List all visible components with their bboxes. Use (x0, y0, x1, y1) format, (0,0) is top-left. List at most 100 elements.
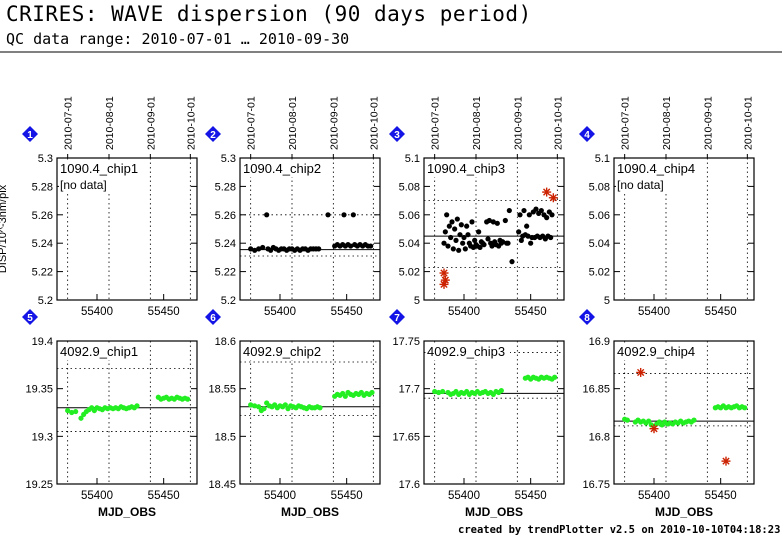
outlier-point (636, 367, 646, 377)
x-tick-label: 55450 (148, 490, 180, 502)
y-tick-label: 5 (414, 295, 420, 307)
data-point (260, 244, 266, 251)
data-point (261, 406, 267, 412)
data-point (453, 237, 459, 243)
data-point (552, 374, 558, 380)
panel-label-bg (59, 160, 143, 177)
date-tick-label: 2010-08-01 (104, 96, 116, 150)
y-tick-label: 5.28 (32, 181, 53, 193)
data-point (73, 408, 79, 415)
footer-credit: created by trendPlotter v2.5 on 2010-10-… (458, 524, 781, 536)
x-tick-label: 55450 (331, 306, 363, 318)
y-tick-label: 5.04 (589, 238, 610, 250)
data-point (436, 389, 442, 396)
data-point (368, 243, 374, 249)
panel-note-bg (616, 177, 692, 193)
outlier-stroke (440, 269, 448, 277)
data-point (450, 246, 456, 252)
date-tick-label: 2010-07-01 (620, 96, 632, 150)
panel-frame (613, 157, 755, 301)
date-tick-label: 2010-08-01 (471, 96, 483, 150)
y-tick-label: 5.24 (215, 238, 236, 250)
y-tick-label: 5.02 (589, 267, 610, 279)
date-tick-label: 2010-08-01 (661, 96, 673, 150)
y-tick-label: 5.3 (221, 153, 236, 165)
data-point (525, 233, 531, 239)
data-point (432, 388, 438, 395)
x-axis-label: MJD_OBS (465, 505, 523, 519)
data-point (472, 237, 478, 243)
data-point (134, 403, 140, 409)
chart-subtitle: QC data range: 2010-07-01 … 2010-09-30 (6, 30, 350, 48)
y-tick-label: 5.04 (399, 238, 420, 250)
x-tick-label: 55400 (638, 306, 670, 318)
y-tick-label: 19.25 (25, 479, 53, 491)
data-point (465, 232, 471, 238)
x-tick-label: 55400 (448, 490, 480, 502)
outlier-stroke (650, 425, 658, 433)
x-tick-label: 55400 (264, 306, 296, 318)
outlier-point (440, 275, 450, 285)
panel-number-badge (579, 126, 595, 142)
panel-number-badge (389, 126, 405, 142)
panel-label: 1090.4_chip4 (617, 161, 695, 176)
y-tick-label: 5.2 (38, 295, 53, 307)
panel-label-bg (426, 160, 510, 177)
panel-frame (239, 340, 381, 485)
x-tick-label: 55400 (264, 490, 296, 502)
y-tick-label: 19.35 (25, 384, 53, 396)
panel-label-bg (242, 160, 326, 177)
data-point (252, 247, 258, 253)
panel-label: 4092.9_chip2 (243, 344, 321, 359)
panel-note: [no data] (60, 178, 107, 192)
y-tick-label: 18.5 (215, 431, 236, 443)
data-point (528, 240, 534, 246)
date-tick-label: 2010-09-01 (702, 96, 714, 150)
data-point (442, 229, 448, 235)
x-tick-label: 55450 (705, 306, 737, 318)
x-tick-label: 55400 (638, 490, 670, 502)
y-tick-label: 18.45 (208, 479, 236, 491)
y-tick-label: 5.26 (215, 210, 236, 222)
y-tick-label: 16.8 (589, 431, 610, 443)
data-point (350, 212, 356, 218)
x-tick-label: 55400 (448, 306, 480, 318)
outlier-point (548, 193, 558, 203)
outlier-point (649, 424, 659, 434)
panel-frame (239, 157, 381, 301)
panel-number-badge (22, 126, 38, 142)
data-point (538, 207, 544, 214)
date-tick-label: 2010-07-01 (246, 96, 258, 150)
date-tick-label: 2010-07-01 (430, 96, 442, 150)
panel-label-bg (242, 343, 326, 360)
data-point (486, 217, 492, 224)
date-tick-label: 2010-09-01 (512, 96, 524, 150)
outlier-point (721, 456, 731, 466)
panel-label: 1090.4_chip3 (427, 161, 505, 176)
y-tick-label: 5.1 (595, 153, 610, 165)
chart-title: CRIRES: WAVE dispersion (90 days period) (6, 2, 532, 26)
data-point (524, 223, 530, 229)
panel-label: 1090.4_chip2 (243, 161, 321, 176)
data-point (549, 212, 555, 218)
data-point (65, 407, 71, 414)
y-tick-label: 5.06 (399, 210, 420, 222)
x-tick-label: 55450 (705, 490, 737, 502)
data-point (78, 415, 84, 421)
data-point (69, 409, 75, 416)
panel-frame (423, 340, 565, 485)
panel-frame (613, 340, 755, 485)
panel-number: 8 (584, 313, 590, 324)
data-point (256, 404, 262, 410)
x-axis-label: MJD_OBS (98, 505, 156, 519)
panel-number: 3 (394, 130, 400, 141)
data-point (490, 219, 496, 225)
panel-number-badge (205, 309, 221, 325)
data-point (369, 389, 375, 396)
data-point (457, 232, 463, 238)
data-point (500, 239, 506, 245)
y-tick-label: 16.75 (582, 479, 610, 491)
data-point (462, 246, 468, 252)
panel-label-bg (426, 343, 510, 360)
